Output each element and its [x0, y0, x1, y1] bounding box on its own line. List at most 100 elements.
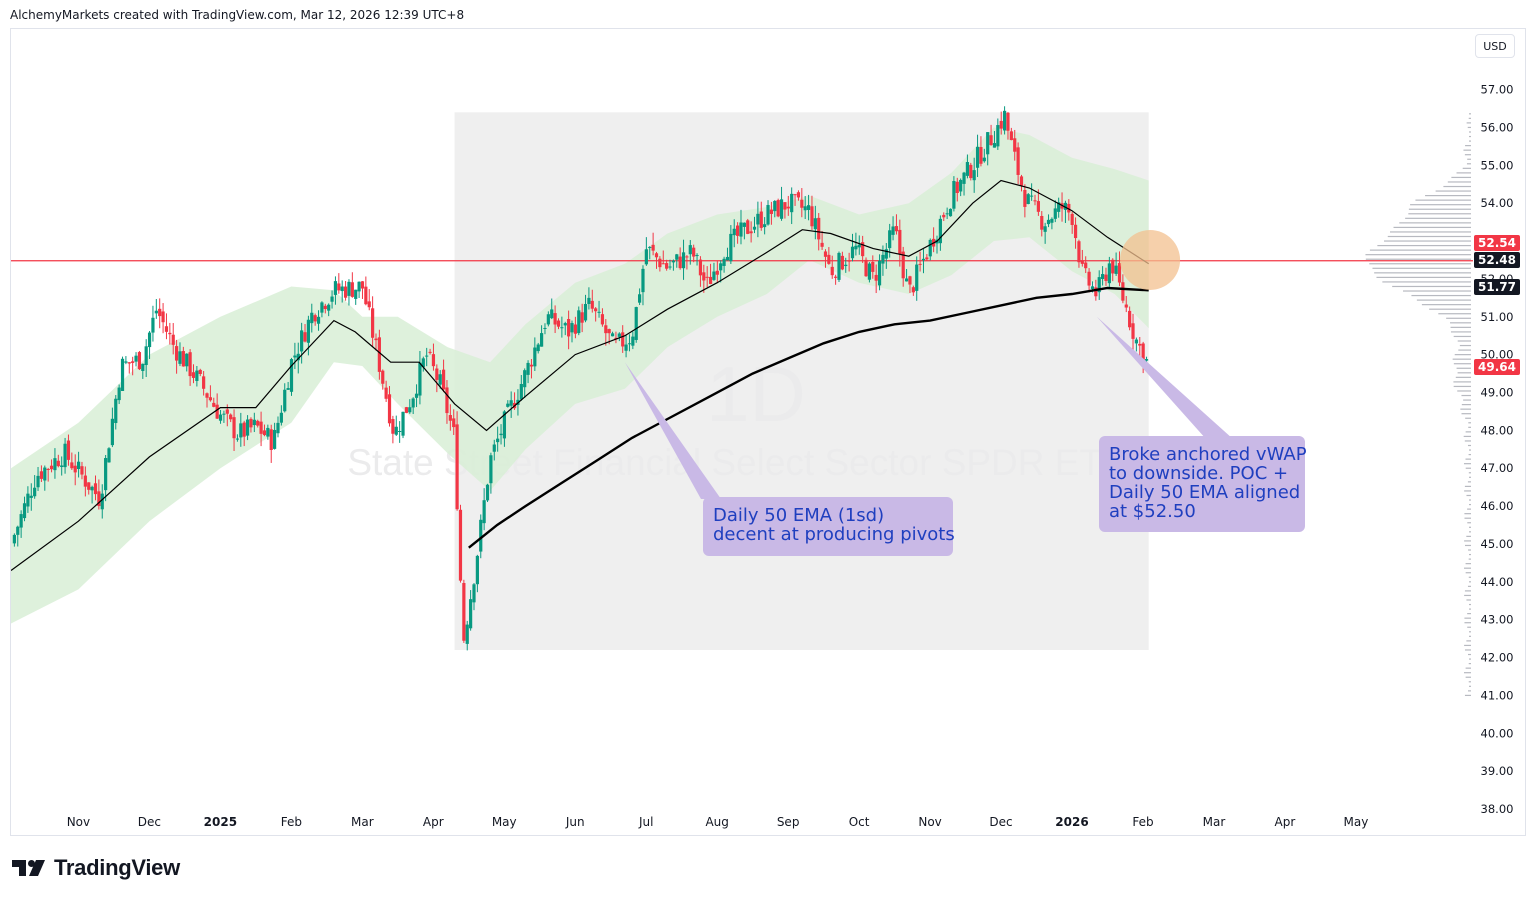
candle-body — [97, 491, 101, 507]
candle-body — [1023, 189, 1027, 207]
volume-profile-bar — [1453, 385, 1471, 388]
chart-panel[interactable]: 1D State Street Financial Select Sector S… — [10, 28, 1526, 836]
candle-body — [1090, 286, 1095, 290]
candle-body — [134, 355, 138, 362]
candle-body — [472, 584, 476, 603]
candle-body — [310, 312, 314, 324]
volume-profile-bar — [1393, 226, 1471, 229]
candle-body — [1026, 194, 1030, 205]
candle-body — [435, 368, 439, 380]
candle-body — [837, 252, 841, 280]
candle-body — [161, 311, 165, 323]
candle-body — [154, 310, 158, 314]
candle-body — [63, 443, 67, 468]
candle-body — [877, 260, 882, 286]
volume-profile-bar — [1464, 590, 1471, 592]
candle-body — [756, 213, 760, 225]
candle-body — [256, 420, 260, 426]
x-axis-tick-label: 2025 — [204, 815, 237, 829]
candle-body — [12, 534, 16, 544]
candle-body — [39, 471, 44, 479]
tradingview-logo[interactable]: TradingView — [12, 855, 180, 880]
volume-profile-bar — [1453, 381, 1471, 383]
volume-profile-bar — [1463, 149, 1471, 151]
volume-profile-bar — [1464, 154, 1471, 156]
candle-body — [110, 418, 114, 446]
candle-body — [1033, 200, 1037, 202]
tradingview-logo-text: TradingView — [54, 855, 180, 880]
candle-body — [834, 276, 838, 278]
volume-profile-bar — [1469, 131, 1471, 133]
candle-body — [766, 204, 770, 225]
candle-body — [320, 302, 324, 313]
candle-body — [347, 281, 351, 296]
candle-body — [1013, 138, 1017, 152]
candle-body — [648, 246, 652, 248]
vwap-callout: Broke anchored vWAP to downside. POC + D… — [1099, 436, 1307, 532]
candle-body — [975, 146, 980, 168]
x-axis-tick-label: Dec — [138, 815, 161, 829]
x-axis-tick-label: 2026 — [1055, 815, 1088, 829]
candle-body — [644, 249, 648, 265]
candle-body — [43, 467, 47, 481]
ema-callout: Daily 50 EMA (1sd) decent at producing p… — [703, 497, 955, 556]
candle-body — [580, 312, 584, 323]
candle-body — [1050, 218, 1054, 223]
candle-body — [1040, 215, 1044, 230]
candle-body — [33, 487, 37, 497]
candle-body — [959, 179, 963, 192]
candle-body — [354, 289, 358, 299]
candle-body — [360, 281, 365, 289]
ema-deviation-band — [11, 127, 1149, 624]
candle-body — [783, 202, 787, 210]
volume-profile-bar — [1405, 217, 1471, 219]
candle-body — [313, 315, 317, 322]
candle-body — [543, 327, 547, 329]
candle-body — [458, 509, 463, 581]
candle-body — [29, 495, 33, 498]
candle-body — [901, 251, 905, 279]
candle-body — [773, 200, 777, 212]
volume-profile-bar — [1453, 335, 1471, 338]
volume-profile-bar — [1469, 476, 1471, 478]
candle-body — [404, 407, 409, 413]
candle-body — [857, 244, 861, 248]
volume-profile-bar — [1465, 676, 1471, 678]
volume-profile-bar — [1461, 394, 1471, 397]
candle-body — [600, 314, 605, 325]
volume-profile-bar — [1462, 167, 1471, 169]
y-axis-tick-label: 54.00 — [1481, 196, 1514, 210]
candle-body — [1114, 265, 1118, 274]
volume-profile-bar — [1467, 613, 1471, 615]
candle-body — [830, 266, 834, 276]
candle-body — [952, 180, 956, 209]
volume-profile-bar — [1456, 172, 1471, 174]
candle-body — [381, 370, 385, 384]
volume-profile-bar — [1460, 408, 1471, 410]
vwap-callout-line: Daily 50 EMA aligned — [1109, 482, 1301, 503]
candle-body — [573, 324, 577, 334]
candle-body — [151, 317, 155, 333]
currency-selector[interactable]: USD — [1475, 34, 1515, 58]
candle-body — [448, 415, 452, 421]
candle-body — [533, 347, 537, 367]
x-axis-tick-label: Nov — [67, 815, 90, 829]
volume-profile-bar — [1408, 213, 1471, 215]
candle-body — [242, 422, 246, 437]
volume-profile-bar — [1469, 531, 1471, 533]
candle-body — [286, 388, 290, 390]
candle-body — [881, 254, 885, 264]
x-axis-tick-label: Sep — [777, 815, 800, 829]
candle-body — [982, 157, 986, 162]
candle-body — [499, 433, 503, 436]
candle-body — [742, 222, 746, 227]
candle-body — [712, 271, 716, 280]
candle-body — [401, 411, 405, 436]
candle-body — [1053, 208, 1057, 219]
candle-body — [198, 369, 202, 375]
y-axis-tick-label: 44.00 — [1481, 575, 1514, 589]
candle-body — [293, 355, 297, 358]
volume-profile-bar — [1469, 449, 1471, 451]
candle-body — [144, 346, 148, 366]
